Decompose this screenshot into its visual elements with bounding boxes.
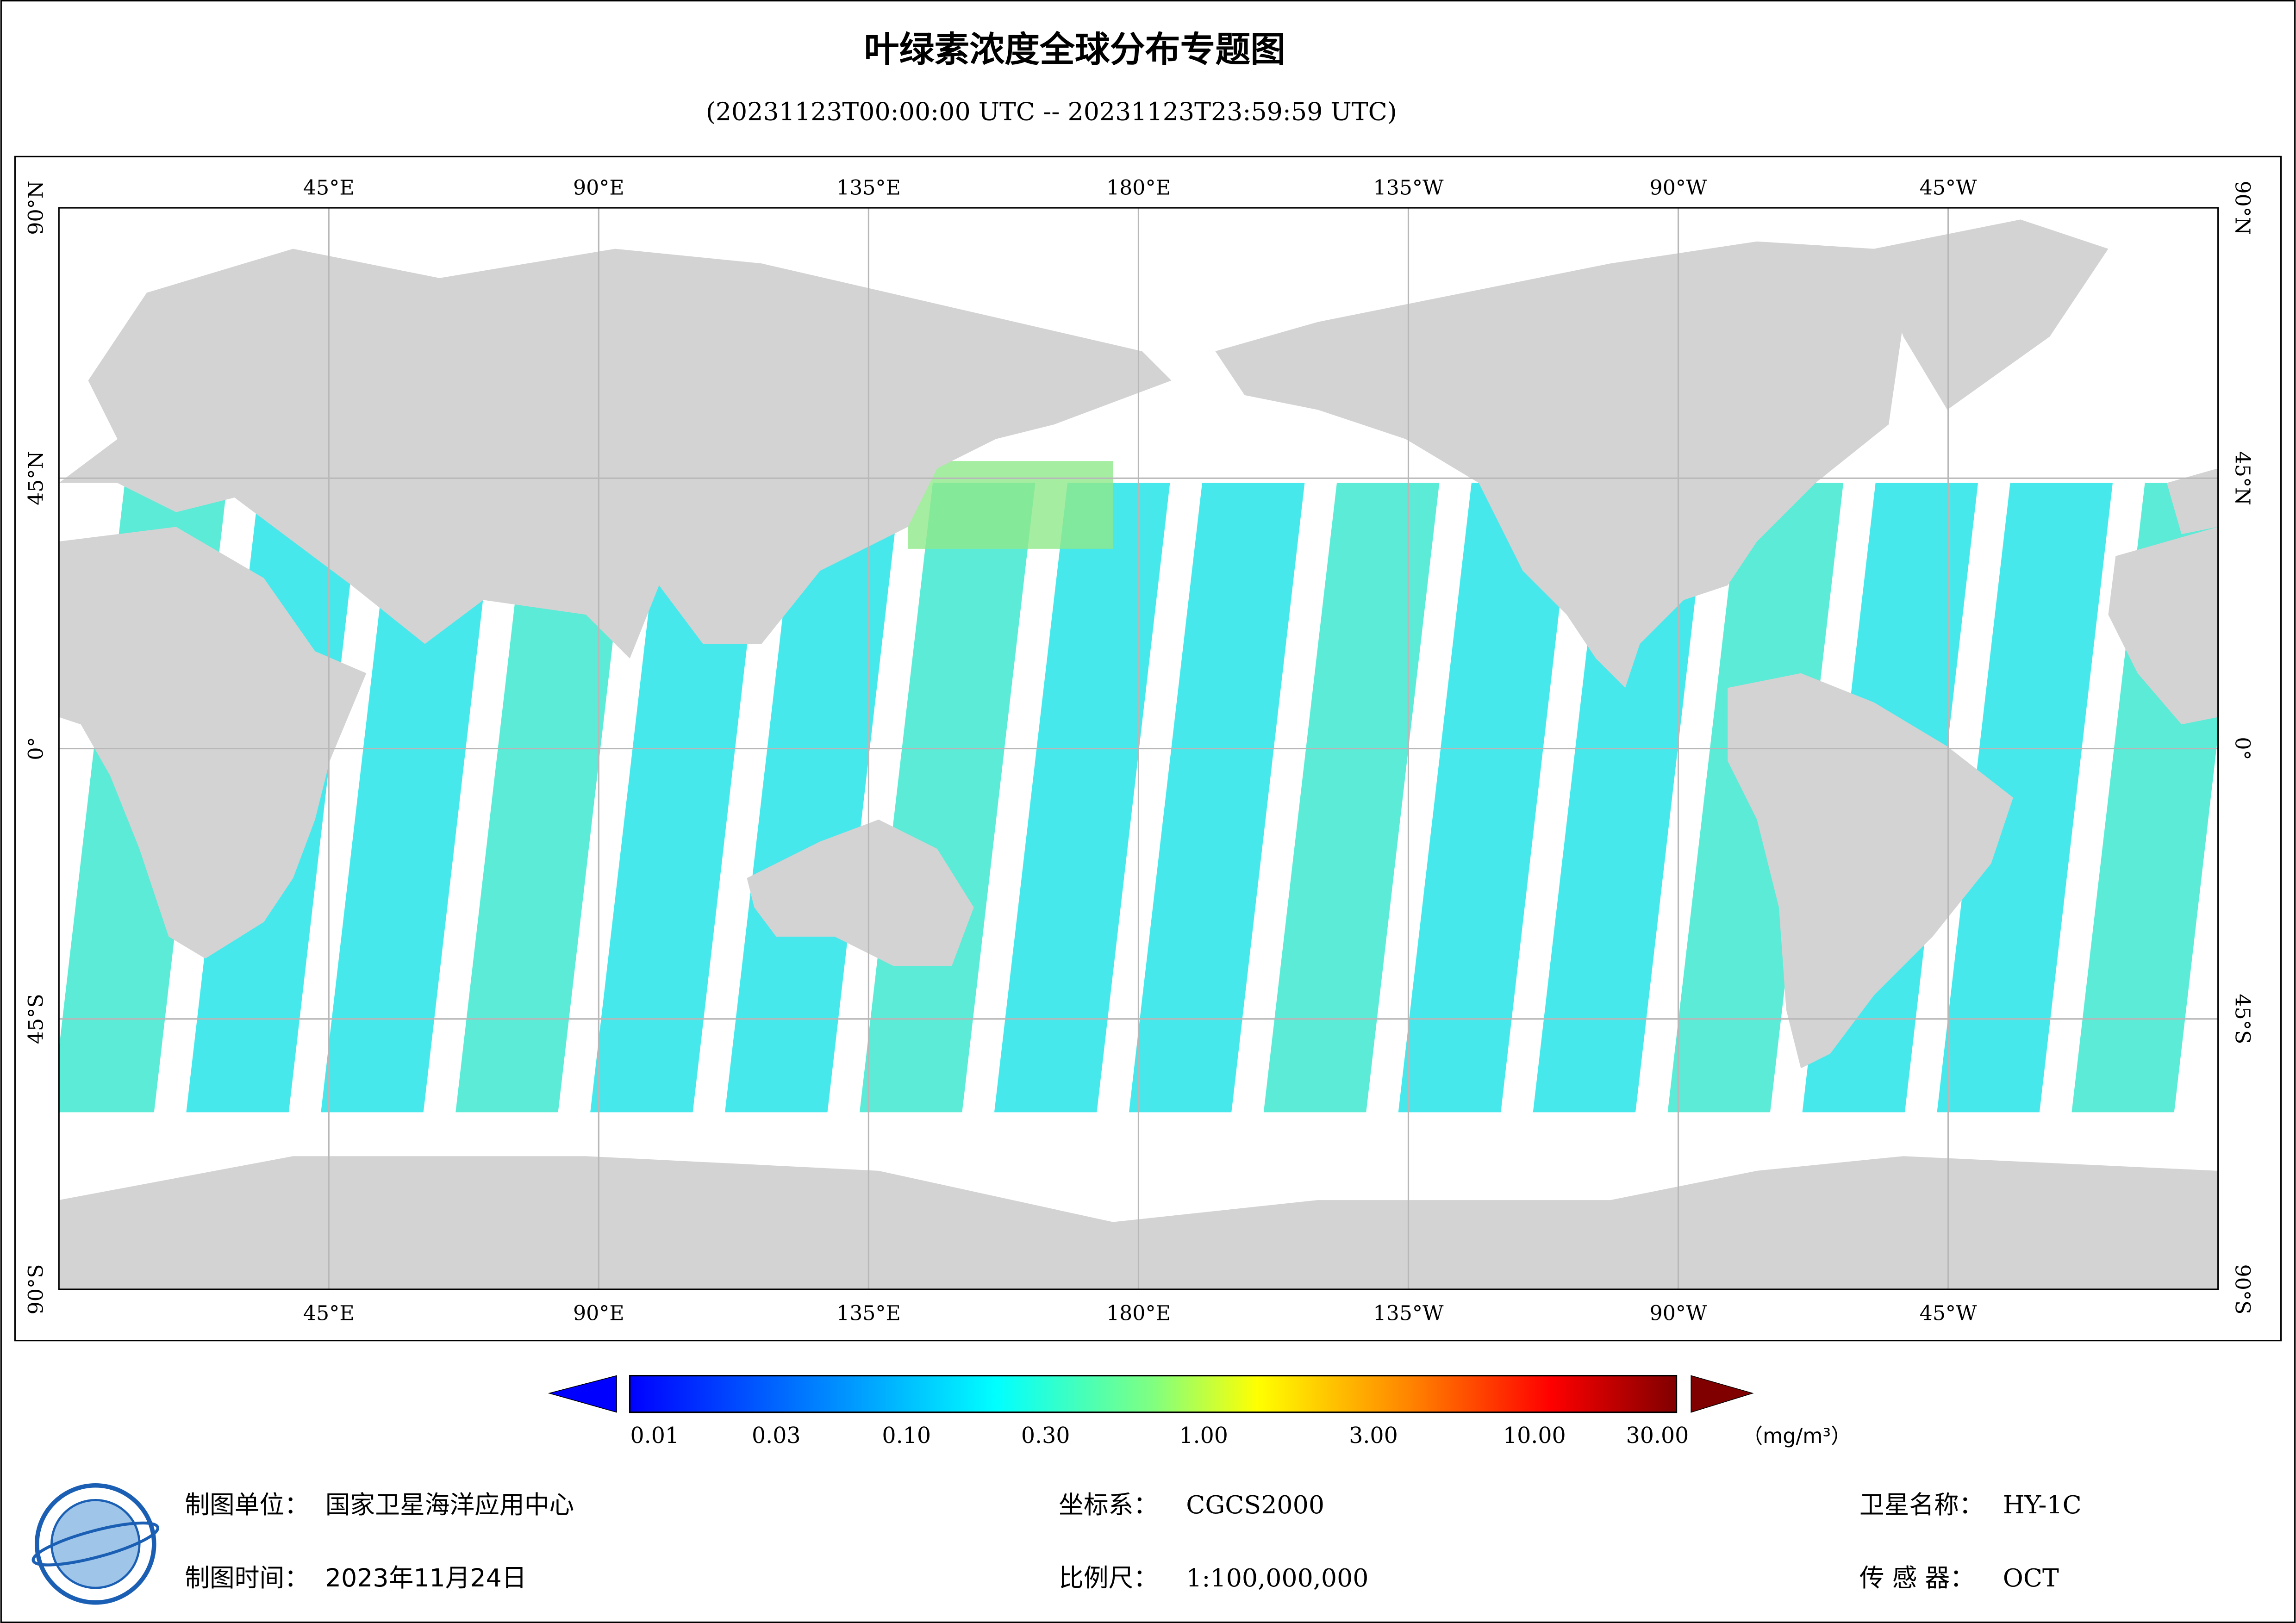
lat-label-left: 45°N (24, 451, 48, 505)
colorbar (629, 1374, 1678, 1413)
lon-label-bottom: 90°E (573, 1301, 624, 1325)
colorbar-label: 10.00 (1503, 1423, 1566, 1449)
crs-label: 坐标系： (1059, 1490, 1158, 1519)
swath (725, 483, 901, 1113)
unit: 国家卫星海洋应用中心 (325, 1490, 574, 1519)
colorbar-max-arrow (1691, 1375, 1754, 1413)
europe (2166, 468, 2218, 535)
lon-label-bottom: 90°W (1650, 1301, 1707, 1325)
lat-label-right: 90°N (2231, 180, 2254, 235)
lat-label-right: 90°S (2231, 1264, 2254, 1315)
colorbar-label: 0.10 (882, 1423, 931, 1449)
lon-label-bottom: 135°E (836, 1301, 901, 1325)
africa (59, 527, 367, 959)
colorbar-label: 0.01 (630, 1423, 680, 1449)
lat-label-right: 45°S (2231, 994, 2254, 1044)
swath (455, 483, 631, 1113)
colorbar-min-arrow (548, 1375, 617, 1413)
swath (1937, 483, 2113, 1113)
colorbar-label: 0.03 (752, 1423, 801, 1449)
lon-label-bottom: 180°E (1106, 1301, 1171, 1325)
satellite: HY-1C (2003, 1490, 2082, 1519)
colorbar-label: 3.00 (1349, 1423, 1398, 1449)
subtitle: (20231123T00:00:00 UTC -- 20231123T23:59… (706, 97, 1397, 126)
time: 2023年11月24日 (325, 1563, 527, 1592)
colorbar-label: 1.00 (1179, 1423, 1228, 1449)
greenland (1874, 219, 2109, 410)
lon-label-top: 45°E (303, 176, 355, 200)
lon-label-bottom: 45°W (1920, 1301, 1977, 1325)
satellite-label: 卫星名称： (1859, 1490, 1984, 1519)
swath (1398, 483, 1574, 1113)
lon-label-bottom: 135°W (1373, 1301, 1444, 1325)
lon-label-top: 180°E (1106, 176, 1171, 200)
eurasia (59, 249, 1172, 659)
west-africa (2108, 527, 2218, 725)
south-america (1728, 673, 2013, 1069)
logo (31, 1483, 160, 1605)
swath (994, 483, 1170, 1113)
lat-label-left: 45°S (24, 994, 48, 1044)
crs: CGCS2000 (1186, 1490, 1324, 1519)
sensor: OCT (2003, 1563, 2059, 1592)
swath (1129, 483, 1305, 1113)
lon-label-top: 45°W (1920, 176, 1977, 200)
lon-label-bottom: 45°E (303, 1301, 355, 1325)
sensor-label: 传 感 器： (1859, 1563, 1975, 1592)
unit-label: 制图单位： (185, 1490, 309, 1519)
australia (747, 819, 974, 966)
colorbar-label: 30.00 (1626, 1423, 1689, 1449)
lat-label-right: 45°N (2231, 451, 2254, 505)
swath (1263, 483, 1440, 1113)
swath (1533, 483, 1709, 1113)
lat-label-left: 0° (24, 737, 48, 760)
title: 叶绿素浓度全球分布专题图 (864, 29, 1286, 70)
lon-label-top: 90°W (1650, 176, 1707, 200)
map-frame (14, 155, 2282, 1342)
lat-label-right: 0° (2231, 737, 2254, 760)
scale-label: 比例尺： (1059, 1563, 1158, 1592)
scale: 1:100,000,000 (1186, 1563, 1368, 1592)
time-label: 制图时间： (185, 1563, 309, 1592)
colorbar-label: 0.30 (1021, 1423, 1070, 1449)
lon-label-top: 90°E (573, 176, 624, 200)
lon-label-top: 135°W (1373, 176, 1444, 200)
colorbar-unit: （mg/m³） (1742, 1424, 1852, 1448)
swath-north (908, 461, 1113, 549)
graticule: 45°E 45°E 90°E 90°E 135°E 135°E 180°E 180°E 135°… (24, 176, 2254, 1325)
lon-label-top: 135°E (836, 176, 901, 200)
lat-label-left: 90°S (24, 1264, 48, 1315)
north-america (1215, 241, 1903, 688)
colorbar-labels: 0.01 0.03 0.10 0.30 1.00 3.00 10.00 30.00 (630, 1423, 1689, 1449)
swath (321, 483, 497, 1113)
map-border (58, 207, 2219, 1290)
lat-label-left: 90°N (24, 180, 48, 235)
